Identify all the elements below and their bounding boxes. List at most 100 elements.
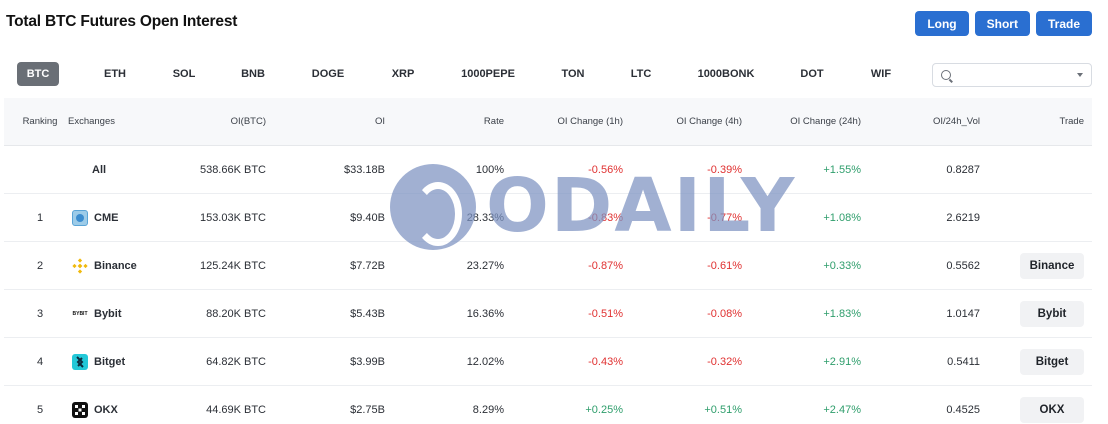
coin-tab-btc[interactable]: BTC [17,62,59,86]
exchange-name: Bybit [94,307,122,320]
rank-cell: 4 [36,355,44,368]
table-row: 2 Binance 125.24K BTC $7.72B 23.27% -0.87% -0.… [4,242,1092,290]
header-rate: Rate [483,116,504,127]
coin-tabs: BTC ETH SOL BNB DOGE XRP 1000PEPE TON LTC 1000BON… [12,62,912,86]
header-exchanges: Exchanges [68,116,116,127]
long-button[interactable]: Long [915,11,969,36]
rank-cell: 1 [36,211,44,224]
bybit-logo-text: BYBIT [72,310,88,317]
coin-tab-wif[interactable]: WIF [870,68,892,80]
oi-change-24h-cell: +0.33% [823,259,861,272]
oi-cell: $33.18B [344,163,385,176]
exchange-name: OKX [94,403,118,416]
oi-change-1h-cell: -0.51% [588,307,623,320]
oi-cell: $2.75B [350,403,385,416]
oi-24h-vol-cell: 2.6219 [946,211,980,224]
exchange-cell: BYBIT Bybit [68,290,198,337]
search-select[interactable] [932,63,1092,87]
short-button[interactable]: Short [974,11,1030,36]
exchange-name: Binance [94,259,137,272]
oi-change-1h-cell: -0.87% [588,259,623,272]
page-title: Total BTC Futures Open Interest [6,13,238,30]
oi-change-24h-cell: +2.47% [823,403,861,416]
trade-cell: Binance [1020,242,1084,289]
oi-change-1h-cell: -0.83% [588,211,623,224]
exchange-cell: All [68,146,198,193]
oi-btc-cell: 64.82K BTC [206,355,266,368]
rate-cell: 16.36% [466,307,504,320]
exchange-name: CME [94,211,119,224]
coin-tab-1000pepe[interactable]: 1000PEPE [461,68,515,80]
trade-binance-button[interactable]: Binance [1020,252,1084,279]
rank-cell: 2 [36,259,44,272]
oi-cell: $9.40B [350,211,385,224]
exchange-cell: Binance [68,242,198,289]
coin-tab-doge[interactable]: DOGE [311,68,345,80]
trade-cell: OKX [1020,386,1084,424]
coin-tab-bnb[interactable]: BNB [241,68,265,80]
header-oi-change-24h: OI Change (24h) [790,116,861,127]
coin-tab-eth[interactable]: ETH [104,68,126,80]
coin-tab-ltc[interactable]: LTC [630,68,652,80]
exchange-cell: Bitget [68,338,198,385]
trade-bitget-button[interactable]: Bitget [1020,348,1084,375]
okx-logo-icon [72,401,88,418]
oi-24h-vol-cell: 0.8287 [946,163,980,176]
exchange-name: Bitget [94,355,126,368]
action-buttons: Long Short Trade [915,11,1092,36]
oi-24h-vol-cell: 0.4525 [946,403,980,416]
oi-change-4h-cell: -0.77% [707,211,742,224]
table-body: All 538.66K BTC $33.18B 100% -0.56% -0.39% +1.… [4,146,1092,424]
table-row: 5 OKX 44.69K BTC $2.75B 8.29% +0.25% +0.51% +2.… [4,386,1092,424]
bybit-logo-icon: BYBIT [72,305,88,322]
header-ranking: Ranking [22,116,58,127]
oi-change-1h-cell: -0.43% [588,355,623,368]
coin-tab-xrp[interactable]: XRP [391,68,415,80]
cme-logo-icon [72,209,88,226]
oi-24h-vol-cell: 1.0147 [946,307,980,320]
table-row: 1 CME 153.03K BTC $9.40B 28.33% -0.83% -0.77% +… [4,194,1092,242]
oi-change-4h-cell: -0.61% [707,259,742,272]
rate-cell: 28.33% [466,211,504,224]
exchange-cell: OKX [68,386,198,424]
oi-change-4h-cell: -0.08% [707,307,742,320]
bitget-logo-icon [72,353,88,370]
coin-tab-ton[interactable]: TON [561,68,585,80]
oi-change-4h-cell: +0.51% [704,403,742,416]
oi-change-4h-cell: -0.32% [707,355,742,368]
header-oi-change-1h: OI Change (1h) [557,116,623,127]
header-trade: Trade [1059,116,1084,127]
trade-button[interactable]: Trade [1035,11,1092,36]
search-input[interactable] [957,66,1067,84]
table-row: All 538.66K BTC $33.18B 100% -0.56% -0.39% +1.… [4,146,1092,194]
oi-24h-vol-cell: 0.5562 [946,259,980,272]
table-header: Ranking Exchanges OI(BTC) OI Rate OI Cha… [4,98,1092,146]
oi-cell: $5.43B [350,307,385,320]
oi-change-24h-cell: +1.55% [823,163,861,176]
coin-tab-sol[interactable]: SOL [172,68,196,80]
trade-okx-button[interactable]: OKX [1020,396,1084,423]
header-oi-btc: OI(BTC) [230,116,266,127]
rate-cell: 23.27% [466,259,504,272]
oi-cell: $3.99B [350,355,385,368]
oi-change-1h-cell: +0.25% [585,403,623,416]
exchange-cell: CME [68,194,198,241]
header-oi-24h-vol: OI/24h_Vol [932,116,980,127]
oi-btc-cell: 538.66K BTC [199,163,266,176]
oi-change-24h-cell: +1.08% [823,211,861,224]
oi-btc-cell: 44.69K BTC [206,403,266,416]
chevron-down-icon[interactable] [1077,73,1083,77]
table-row: 4 Bitget 64.82K BTC $3.99B 12.02% -0.43% -0.32… [4,338,1092,386]
rank-cell: 5 [36,403,44,416]
trade-bybit-button[interactable]: Bybit [1020,300,1084,327]
trade-cell: Bybit [1020,290,1084,337]
coin-tab-dot[interactable]: DOT [800,68,824,80]
rate-cell: 8.29% [472,403,504,416]
binance-logo-icon [72,257,88,274]
coin-tab-1000bonk[interactable]: 1000BONK [697,68,755,80]
oi-btc-cell: 88.20K BTC [206,307,266,320]
oi-24h-vol-cell: 0.5411 [947,355,980,368]
oi-change-24h-cell: +2.91% [823,355,861,368]
trade-cell: Bitget [1020,338,1084,385]
exchange-name: All [92,163,107,176]
